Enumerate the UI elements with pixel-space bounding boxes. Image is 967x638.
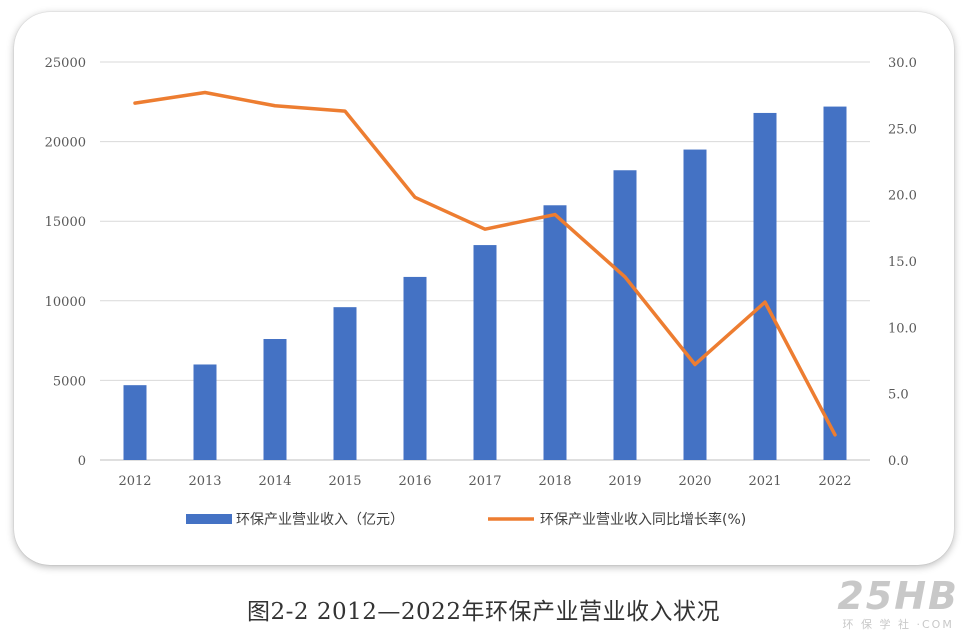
left-axis-tick-label: 5000 <box>53 374 86 389</box>
left-axis-tick-label: 25000 <box>45 56 86 71</box>
bar <box>613 170 637 461</box>
x-axis-tick-label: 2020 <box>678 474 711 489</box>
x-axis-tick-label: 2019 <box>608 474 641 489</box>
figure-caption: 图2-2 2012—2022年环保产业营业收入状况 <box>247 599 720 625</box>
bar <box>543 205 567 460</box>
x-axis-tick-label: 2018 <box>538 474 571 489</box>
x-axis-tick-label: 2022 <box>818 474 851 489</box>
right-axis-tick-label: 30.0 <box>888 56 917 71</box>
watermark-logo: 25HB 环 保 学 社 ·COM <box>837 576 959 632</box>
watermark-logo-text: 25HB <box>837 574 959 618</box>
right-axis-tick-label: 25.0 <box>888 122 917 137</box>
right-axis-tick-label: 10.0 <box>888 321 917 336</box>
left-axis-tick-label: 10000 <box>45 295 86 310</box>
bar <box>823 106 847 461</box>
x-axis-tick-label: 2014 <box>258 474 291 489</box>
left-axis-tick-label: 15000 <box>45 215 86 230</box>
legend-label-bar: 环保产业营业收入（亿元） <box>236 512 404 528</box>
line-series <box>133 90 837 437</box>
x-axis-tick-labels: 2012 2013 2014 2015 2016 2017 2018 2019 2020 2021… <box>118 474 851 489</box>
legend-swatch-bar <box>186 514 232 524</box>
x-axis-tick-label: 2021 <box>748 474 781 489</box>
right-axis-tick-labels: 0.0 5.0 10.0 15.0 20.0 25.0 30.0 <box>888 56 917 469</box>
bar <box>193 364 217 460</box>
x-axis-tick-label: 2013 <box>188 474 221 489</box>
right-axis-tick-label: 15.0 <box>888 255 917 270</box>
watermark-subtitle: 环 保 学 社 ·COM <box>842 618 954 631</box>
bar <box>753 112 777 460</box>
bar <box>403 276 427 460</box>
bar <box>123 385 147 460</box>
legend-label-line: 环保产业营业收入同比增长率(%) <box>540 511 746 528</box>
left-axis-tick-label: 20000 <box>45 136 86 151</box>
left-axis-tick-label: 0 <box>78 454 86 469</box>
x-axis-tick-label: 2017 <box>468 474 501 489</box>
legend: 环保产业营业收入（亿元） 环保产业营业收入同比增长率(%) <box>186 511 746 528</box>
chart: 0 5000 10000 15000 20000 25000 0.0 5.0 10.0 15.0… <box>45 56 917 528</box>
right-axis-tick-label: 5.0 <box>888 388 909 403</box>
bar <box>263 339 287 460</box>
right-axis-tick-label: 0.0 <box>888 454 909 469</box>
bar <box>333 307 357 460</box>
bar <box>683 149 707 460</box>
bar <box>473 245 497 460</box>
right-axis-tick-label: 20.0 <box>888 189 917 204</box>
x-axis-tick-label: 2015 <box>328 474 361 489</box>
bar-series <box>123 106 847 461</box>
x-axis-tick-label: 2012 <box>118 474 151 489</box>
x-axis-tick-label: 2016 <box>398 474 431 489</box>
left-axis-tick-labels: 0 5000 10000 15000 20000 25000 <box>45 56 86 469</box>
